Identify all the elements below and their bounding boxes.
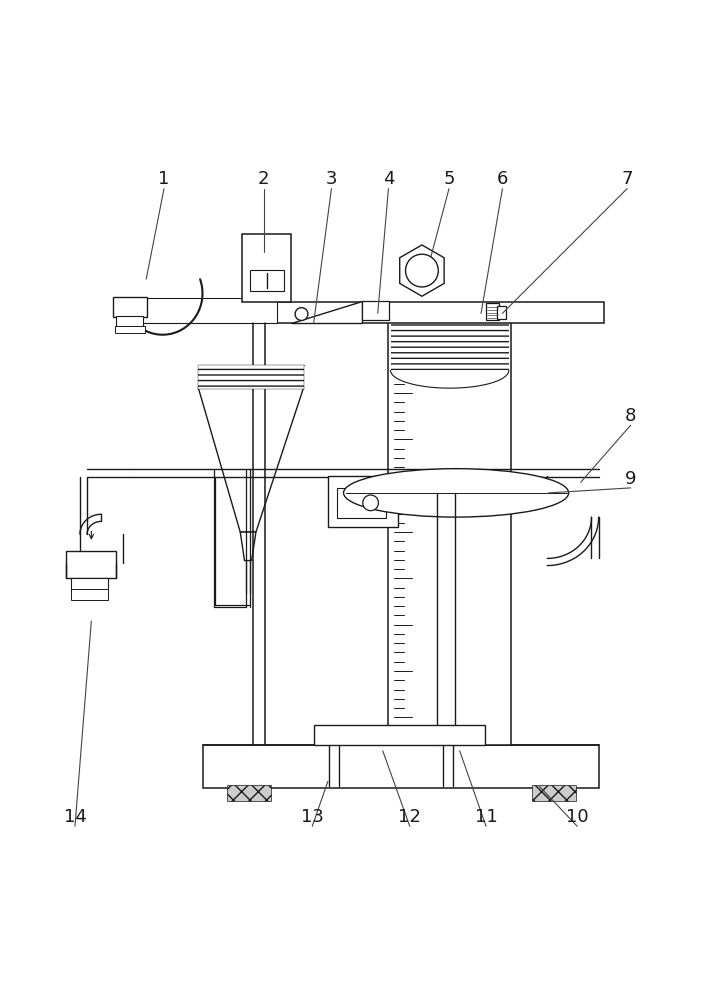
- Bar: [198, 365, 304, 389]
- Bar: [134, 302, 604, 323]
- Bar: [379, 497, 399, 506]
- Bar: [249, 270, 284, 291]
- Bar: [486, 303, 499, 320]
- Bar: [204, 745, 598, 788]
- Bar: [116, 316, 142, 328]
- Text: 12: 12: [398, 808, 421, 826]
- Bar: [390, 312, 509, 370]
- Bar: [134, 298, 276, 323]
- Text: 5: 5: [443, 170, 455, 188]
- Bar: [113, 297, 147, 317]
- Bar: [337, 488, 385, 518]
- Polygon shape: [198, 387, 304, 532]
- Bar: [71, 589, 108, 600]
- Bar: [71, 578, 108, 590]
- Text: 11: 11: [475, 808, 497, 826]
- Text: 7: 7: [622, 170, 633, 188]
- Polygon shape: [291, 301, 362, 323]
- Circle shape: [406, 254, 438, 287]
- Text: 8: 8: [625, 407, 636, 425]
- Circle shape: [295, 308, 308, 320]
- Bar: [242, 234, 291, 302]
- Bar: [388, 305, 511, 745]
- Bar: [227, 785, 271, 801]
- Bar: [313, 725, 485, 745]
- Bar: [497, 306, 506, 319]
- Text: 3: 3: [326, 170, 337, 188]
- Text: 2: 2: [258, 170, 270, 188]
- Ellipse shape: [344, 469, 569, 517]
- Text: 1: 1: [158, 170, 169, 188]
- Text: 6: 6: [497, 170, 508, 188]
- Bar: [65, 551, 116, 578]
- Circle shape: [363, 495, 379, 511]
- Bar: [362, 301, 389, 320]
- Text: 10: 10: [566, 808, 589, 826]
- Text: 14: 14: [63, 808, 87, 826]
- Text: 4: 4: [382, 170, 394, 188]
- Bar: [115, 326, 145, 333]
- Bar: [531, 785, 576, 801]
- Bar: [328, 476, 398, 527]
- Text: 13: 13: [301, 808, 324, 826]
- Polygon shape: [240, 532, 256, 561]
- Polygon shape: [400, 245, 444, 296]
- Text: 9: 9: [625, 470, 636, 488]
